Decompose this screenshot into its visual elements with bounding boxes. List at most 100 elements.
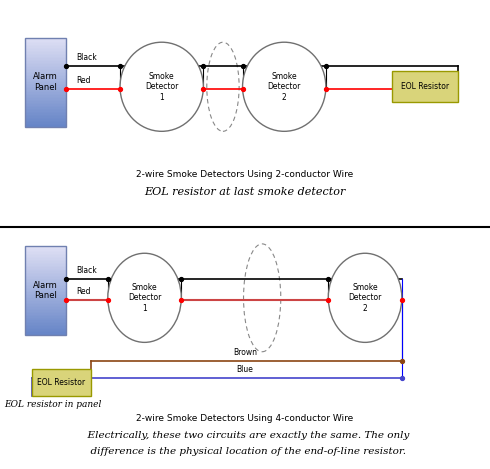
Bar bbox=[24, 283, 66, 285]
Bar bbox=[24, 270, 66, 272]
Bar bbox=[24, 265, 66, 267]
Text: Blue: Blue bbox=[237, 365, 253, 374]
Bar bbox=[24, 79, 66, 81]
Bar bbox=[24, 316, 66, 318]
Bar bbox=[24, 103, 66, 105]
Bar bbox=[24, 124, 66, 125]
Text: Smoke
Detector
1: Smoke Detector 1 bbox=[128, 283, 161, 313]
Bar bbox=[24, 255, 66, 257]
Bar bbox=[24, 63, 66, 64]
Bar bbox=[24, 309, 66, 310]
Text: Alarm
Panel: Alarm Panel bbox=[33, 281, 58, 301]
Bar bbox=[24, 279, 66, 280]
Ellipse shape bbox=[244, 244, 281, 352]
Bar bbox=[24, 260, 66, 261]
Text: Smoke
Detector
2: Smoke Detector 2 bbox=[268, 72, 301, 102]
Bar bbox=[24, 280, 66, 282]
Text: Red: Red bbox=[76, 287, 91, 296]
Bar bbox=[24, 54, 66, 55]
Bar bbox=[24, 313, 66, 315]
Bar bbox=[24, 107, 66, 109]
Bar bbox=[24, 96, 66, 97]
Bar bbox=[24, 58, 66, 60]
Text: Electrically, these two circuits are exactly the same. The only: Electrically, these two circuits are exa… bbox=[81, 431, 409, 440]
Bar bbox=[24, 69, 66, 70]
Text: 2-wire Smoke Detectors Using 2-conductor Wire: 2-wire Smoke Detectors Using 2-conductor… bbox=[136, 170, 354, 179]
Bar bbox=[24, 110, 66, 112]
Bar bbox=[24, 324, 66, 325]
Bar bbox=[24, 119, 66, 121]
Bar bbox=[24, 273, 66, 274]
Bar bbox=[24, 97, 66, 98]
Bar bbox=[24, 258, 66, 260]
Bar bbox=[24, 333, 66, 334]
Text: Smoke
Detector
2: Smoke Detector 2 bbox=[348, 283, 382, 313]
Ellipse shape bbox=[120, 42, 203, 131]
Bar bbox=[24, 45, 66, 46]
Bar bbox=[24, 105, 66, 106]
Bar bbox=[24, 292, 66, 294]
Bar bbox=[24, 87, 66, 88]
Bar bbox=[24, 278, 66, 279]
Bar bbox=[24, 329, 66, 331]
Bar bbox=[24, 60, 66, 61]
Bar bbox=[24, 64, 66, 66]
Bar bbox=[24, 322, 66, 324]
Bar bbox=[24, 264, 66, 265]
Bar bbox=[24, 306, 66, 307]
Bar bbox=[24, 82, 66, 83]
Bar bbox=[24, 70, 66, 72]
Bar bbox=[24, 261, 66, 263]
Text: EOL Resistor: EOL Resistor bbox=[401, 82, 449, 91]
Bar bbox=[24, 263, 66, 264]
Bar bbox=[24, 83, 66, 85]
Bar bbox=[24, 88, 66, 90]
Bar bbox=[24, 285, 66, 286]
Bar bbox=[24, 38, 66, 39]
Bar bbox=[24, 40, 66, 42]
Bar bbox=[24, 272, 66, 273]
Bar bbox=[24, 112, 66, 113]
Text: EOL resistor at last smoke detector: EOL resistor at last smoke detector bbox=[145, 187, 345, 197]
Bar bbox=[24, 304, 66, 306]
Text: Brown: Brown bbox=[233, 348, 257, 357]
Bar bbox=[24, 274, 66, 276]
Bar bbox=[24, 98, 66, 100]
Bar bbox=[24, 328, 66, 329]
Bar bbox=[24, 113, 66, 115]
Bar bbox=[24, 67, 66, 69]
Bar bbox=[24, 254, 66, 255]
Bar bbox=[24, 298, 66, 300]
Bar bbox=[24, 319, 66, 320]
Bar bbox=[392, 71, 458, 102]
Bar bbox=[24, 61, 66, 63]
Bar bbox=[24, 72, 66, 73]
Bar bbox=[24, 249, 66, 251]
Bar bbox=[24, 325, 66, 326]
Bar bbox=[24, 295, 66, 297]
Bar bbox=[24, 48, 66, 49]
Bar bbox=[24, 318, 66, 319]
Bar bbox=[24, 39, 66, 40]
Text: Smoke
Detector
1: Smoke Detector 1 bbox=[145, 72, 178, 102]
Bar bbox=[24, 76, 66, 78]
Bar bbox=[24, 246, 66, 335]
Bar bbox=[24, 81, 66, 82]
Text: Black: Black bbox=[76, 53, 97, 62]
Bar bbox=[24, 310, 66, 311]
Bar bbox=[24, 311, 66, 313]
Bar bbox=[24, 289, 66, 291]
Text: Black: Black bbox=[76, 266, 97, 275]
Bar bbox=[24, 92, 66, 94]
Bar bbox=[24, 116, 66, 118]
Bar bbox=[24, 291, 66, 292]
Bar bbox=[24, 315, 66, 316]
Bar bbox=[24, 49, 66, 51]
Bar bbox=[24, 90, 66, 91]
Bar bbox=[24, 46, 66, 48]
Text: EOL resistor in panel: EOL resistor in panel bbox=[4, 400, 101, 408]
Bar bbox=[24, 57, 66, 58]
Bar bbox=[24, 125, 66, 127]
Text: Red: Red bbox=[76, 76, 91, 85]
Bar bbox=[24, 286, 66, 288]
